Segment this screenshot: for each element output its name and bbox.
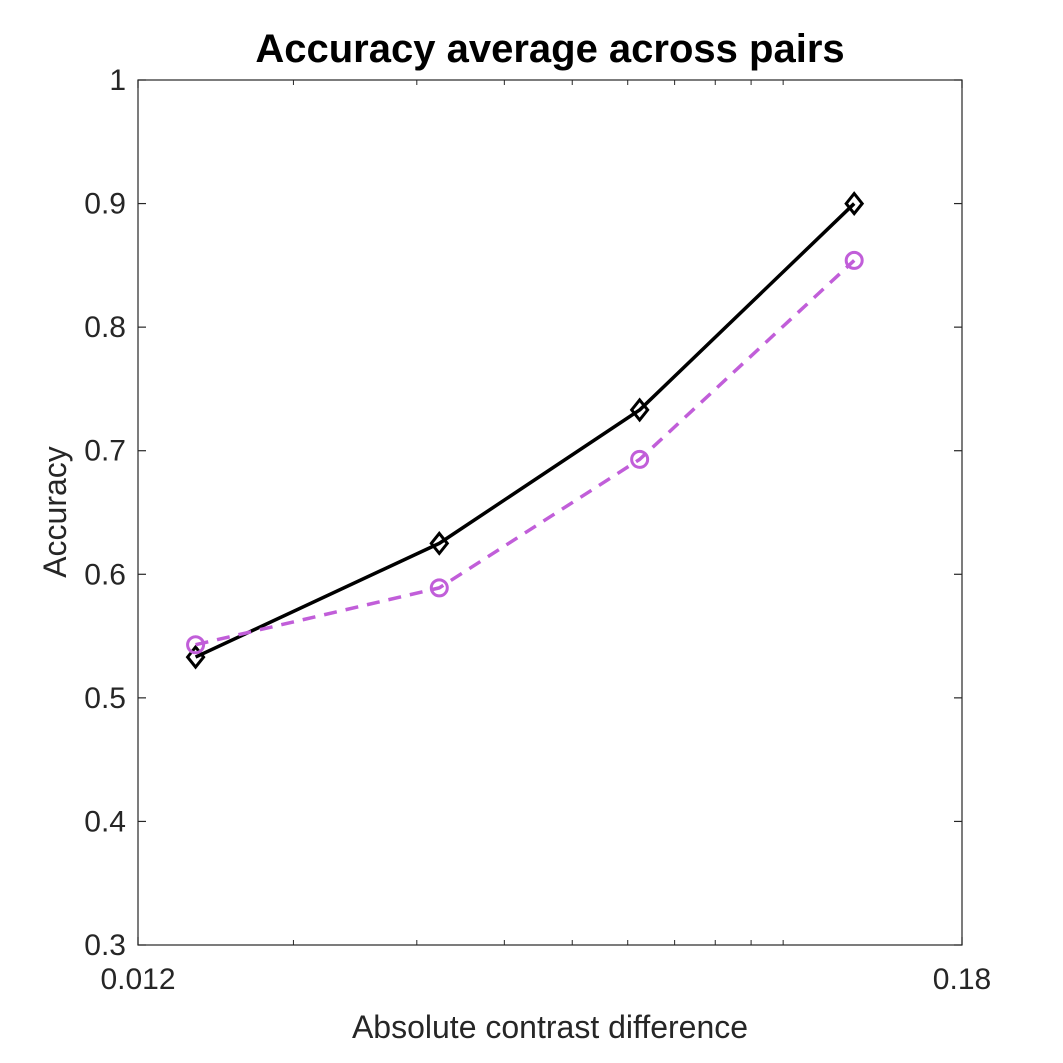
- series-1-point: [185, 644, 206, 670]
- y-tick-label: 0.6: [84, 558, 126, 591]
- series-1-point: [629, 397, 650, 423]
- series-2-point: [630, 449, 650, 469]
- y-tick-label: 0.5: [84, 682, 126, 715]
- series-2-point: [186, 635, 206, 655]
- tick-labels: 0.3 0.4 0.5 0.6 0.7 0.8 0.9 1 0.012 0.18: [84, 64, 991, 996]
- y-axis-label: Accuracy: [37, 446, 73, 578]
- series-1-line: [194, 202, 856, 659]
- y-tick-label: 0.4: [84, 805, 126, 838]
- series-1-point: [844, 191, 865, 216]
- y-tick-label: 0.9: [84, 188, 126, 221]
- series-2-point: [429, 578, 449, 598]
- y-tick-label: 1: [109, 64, 126, 97]
- plot-series: [185, 191, 865, 670]
- y-tick-label: 0.7: [84, 435, 126, 468]
- x-tick-label: 0.012: [100, 963, 175, 996]
- plot-frame: [137, 79, 963, 946]
- series-2-point: [844, 250, 864, 270]
- x-axis-label: Absolute contrast difference: [352, 1009, 748, 1045]
- chart-title: Accuracy average across pairs: [255, 27, 844, 71]
- y-tick-label: 0.3: [84, 929, 126, 962]
- y-tick-label: 0.8: [84, 311, 126, 344]
- series-1-point: [429, 530, 450, 556]
- x-tick-label: 0.18: [933, 963, 991, 996]
